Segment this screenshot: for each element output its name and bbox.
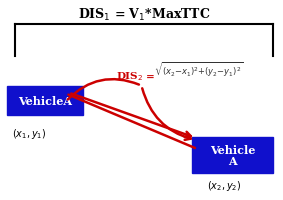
Text: DIS$_1$ = V$_1$*MaxTTC: DIS$_1$ = V$_1$*MaxTTC: [78, 7, 211, 23]
Text: $(x_2,y_2)$: $(x_2,y_2)$: [207, 178, 241, 192]
FancyBboxPatch shape: [7, 86, 83, 116]
Text: DIS$_2$ =: DIS$_2$ =: [116, 70, 156, 83]
FancyBboxPatch shape: [192, 137, 273, 173]
Text: $\sqrt{(x_2{-}x_1)^2{+}(y_2{-}y_1)^2}$: $\sqrt{(x_2{-}x_1)^2{+}(y_2{-}y_1)^2}$: [154, 61, 243, 80]
Text: Vehicle
A: Vehicle A: [210, 144, 255, 167]
Text: VehicleA: VehicleA: [18, 96, 72, 106]
Text: $(x_1,y_1)$: $(x_1,y_1)$: [12, 127, 47, 140]
